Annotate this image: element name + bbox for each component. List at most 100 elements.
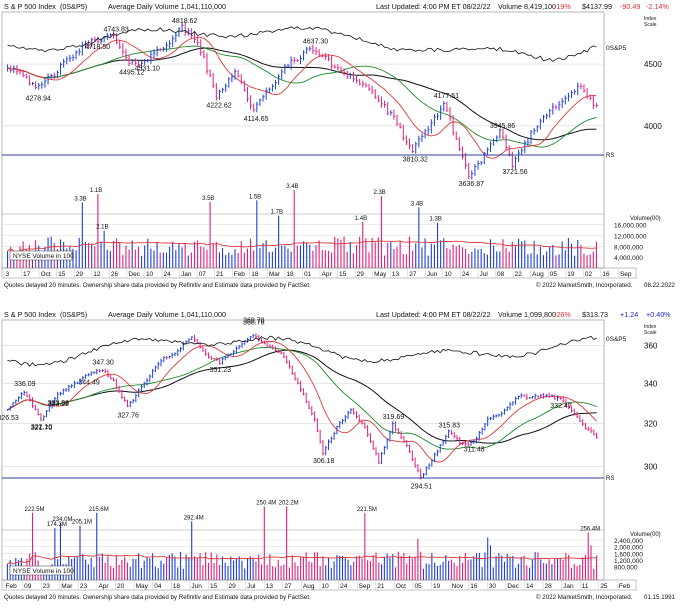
price-annotation: 3721.56 [502, 169, 527, 176]
price-tick-label: 340 [644, 379, 658, 388]
price-annotation: 4177.51 [434, 93, 459, 100]
volume-annotation: 221.5M [357, 507, 377, 513]
volume-annotation: 1.4B [355, 216, 367, 222]
chart-top: S & P 500 Index (0S&P5) Average Daily Volu… [1, 2, 676, 289]
footer-note: Quotes delayed 20 minutes. Ownership sha… [4, 594, 311, 601]
x-tick-label: 29 [76, 271, 84, 278]
price-text: $313.73 [582, 310, 608, 319]
x-tick-label: 24 [340, 583, 348, 590]
x-tick-label: 29 [229, 583, 237, 590]
x-tick-label: 10 [322, 583, 330, 590]
x-tick-label: 30 [489, 583, 497, 590]
x-tick-label: Sep [620, 271, 632, 278]
x-tick-label: 20 [117, 583, 125, 590]
x-tick-label: 16 [470, 583, 478, 590]
last-updated: Last Updated: 4:00 PM ET 08/22/22 [376, 2, 491, 11]
footer-date: 08.22.2022 [644, 282, 676, 289]
footer-copyright: © 2022 MarketSmith, Incorporated. [536, 282, 633, 289]
volume-tick-label: 2,400,000 [614, 538, 643, 545]
volume-legend-box [9, 250, 73, 261]
ma50-line [7, 36, 597, 159]
x-tick-label: 11 [582, 583, 589, 590]
x-tick-label: 14 [526, 583, 534, 590]
volume-pct: -26% [554, 310, 571, 319]
price-annotation: 347.30 [92, 359, 114, 366]
x-tick-label: 3 [6, 271, 10, 278]
change-text: -90.49 [620, 2, 640, 11]
volume-average-line [7, 554, 597, 565]
x-tick-label: Feb [6, 583, 18, 590]
x-tick-label: 02 [585, 271, 593, 278]
x-tick-label: 25 [600, 583, 608, 590]
x-tick-label: 21 [216, 271, 224, 278]
x-tick-label: Aug [532, 271, 544, 278]
change-pct: -2.14% [646, 2, 669, 11]
volume-tick-label: 16,000,000 [614, 223, 647, 230]
x-tick-label: 13 [392, 271, 400, 278]
x-tick-label: 18 [173, 583, 181, 590]
x-tick-label: 24 [462, 271, 470, 278]
volume-legend-box [9, 565, 73, 576]
x-tick-label: Oct [396, 583, 406, 590]
x-tick-label: 21 [377, 583, 385, 590]
price-annotation: 322.10 [31, 424, 53, 431]
x-tick-label: 15 [339, 271, 347, 278]
volume-legend-label: NYSE Volume in 100 [13, 253, 74, 260]
x-tick-label: Sep [359, 583, 371, 590]
x-tick-label: 05 [550, 271, 558, 278]
x-tick-label: May [374, 271, 387, 278]
price-annotation: 3636.87 [459, 181, 484, 188]
volume-tick-label: 1,200,000 [614, 558, 643, 565]
footer-date: 01.15.1991 [644, 594, 676, 601]
price-tick-label: 4000 [644, 122, 662, 131]
x-tick-label: Jun [191, 583, 202, 590]
price-tick-label: 360 [644, 342, 658, 351]
x-tick-label: 26 [111, 271, 119, 278]
last-updated: Last Updated: 4:00 PM ET 08/22/22 [376, 310, 491, 319]
volume-annotation: 3.4B [411, 201, 423, 207]
x-tick-label: 27 [409, 271, 417, 278]
volume-annotation: 292.4M [184, 515, 204, 521]
price-annotation: 4114.65 [244, 116, 269, 123]
volume-tick-label: 1,600,000 [614, 551, 643, 558]
x-tick-label: 19 [433, 583, 441, 590]
index-scale-label: Scale [644, 330, 657, 336]
price-annotation: 4278.94 [26, 95, 51, 102]
volume-tick-label: 800,000 [614, 565, 638, 572]
price-annotation: 4818.62 [172, 18, 197, 25]
volume-tick-label: 2,000,000 [614, 545, 643, 552]
price-annotation: 4743.83 [103, 26, 128, 33]
volume-legend-label: NYSE Volume in 100 [13, 568, 74, 575]
price-annotation: 4222.62 [206, 103, 231, 110]
rs-label: RS [606, 476, 614, 482]
x-tick-label: 24 [164, 271, 172, 278]
volume-annotation: 222.5M [25, 507, 45, 513]
volume-annotation: 2.1B [96, 225, 108, 231]
price-annotation: 336.09 [14, 381, 36, 388]
x-tick-label: Aug [303, 583, 315, 590]
index-scale-label: Index [644, 324, 657, 330]
volume-annotation: 3.4B [286, 184, 298, 190]
x-axis-frame [1, 267, 637, 279]
ma50-line [7, 340, 597, 463]
index-symbol: (0S&P5) [60, 2, 87, 11]
volume-annotation: 234.0M [52, 517, 72, 523]
x-tick-label: Jul [480, 271, 489, 278]
volume-pct: -19% [554, 2, 571, 11]
price-annotation: 326.53 [0, 415, 19, 422]
volume-annotation: 3.3B [74, 196, 86, 202]
x-tick-label: Dec [507, 583, 519, 590]
x-tick-label: 12 [93, 271, 101, 278]
footer-note: Quotes delayed 20 minutes. Ownership sha… [4, 282, 311, 289]
change-pct: +0.40% [646, 310, 671, 319]
volume-annotation: 205.1M [72, 520, 92, 526]
volume-annotation: 2.3B [373, 190, 385, 196]
x-tick-label: Feb [619, 583, 631, 590]
x-tick-label: 07 [199, 271, 207, 278]
price-annotation: 369.78 [243, 318, 265, 325]
volume-annotation: 1.5B [249, 194, 261, 200]
volume-annotation: 1.3B [430, 217, 442, 223]
x-tick-label: 17 [23, 271, 31, 278]
x-tick-label: 23 [43, 583, 51, 590]
rs-line-top [7, 335, 597, 367]
